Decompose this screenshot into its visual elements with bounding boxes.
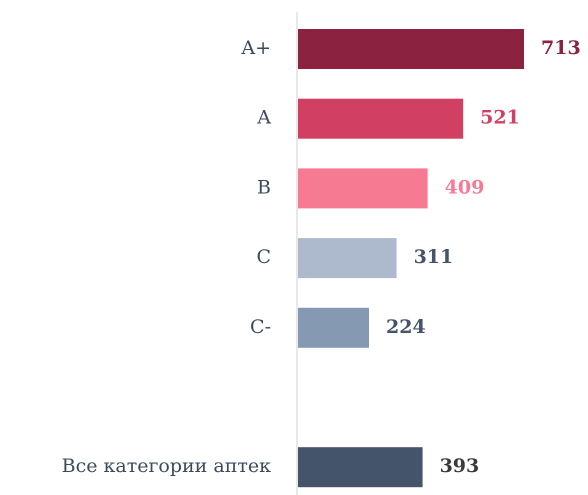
category-label: A+ <box>240 37 271 59</box>
value-label: 224 <box>386 316 426 338</box>
category-label: C- <box>250 316 271 338</box>
category-label: C <box>256 246 271 268</box>
category-label: A <box>256 107 271 129</box>
bar <box>298 168 428 209</box>
category-label: Все категории аптек <box>62 455 272 477</box>
value-label: 409 <box>445 176 485 198</box>
value-label: 713 <box>541 37 581 59</box>
value-label: 393 <box>440 455 480 477</box>
value-label: 311 <box>414 246 454 268</box>
bar <box>298 447 423 488</box>
value-label: 521 <box>480 107 520 129</box>
category-label: B <box>257 176 271 198</box>
bar <box>298 29 524 69</box>
bar <box>298 307 370 348</box>
bar <box>298 98 464 139</box>
bar <box>298 238 397 279</box>
